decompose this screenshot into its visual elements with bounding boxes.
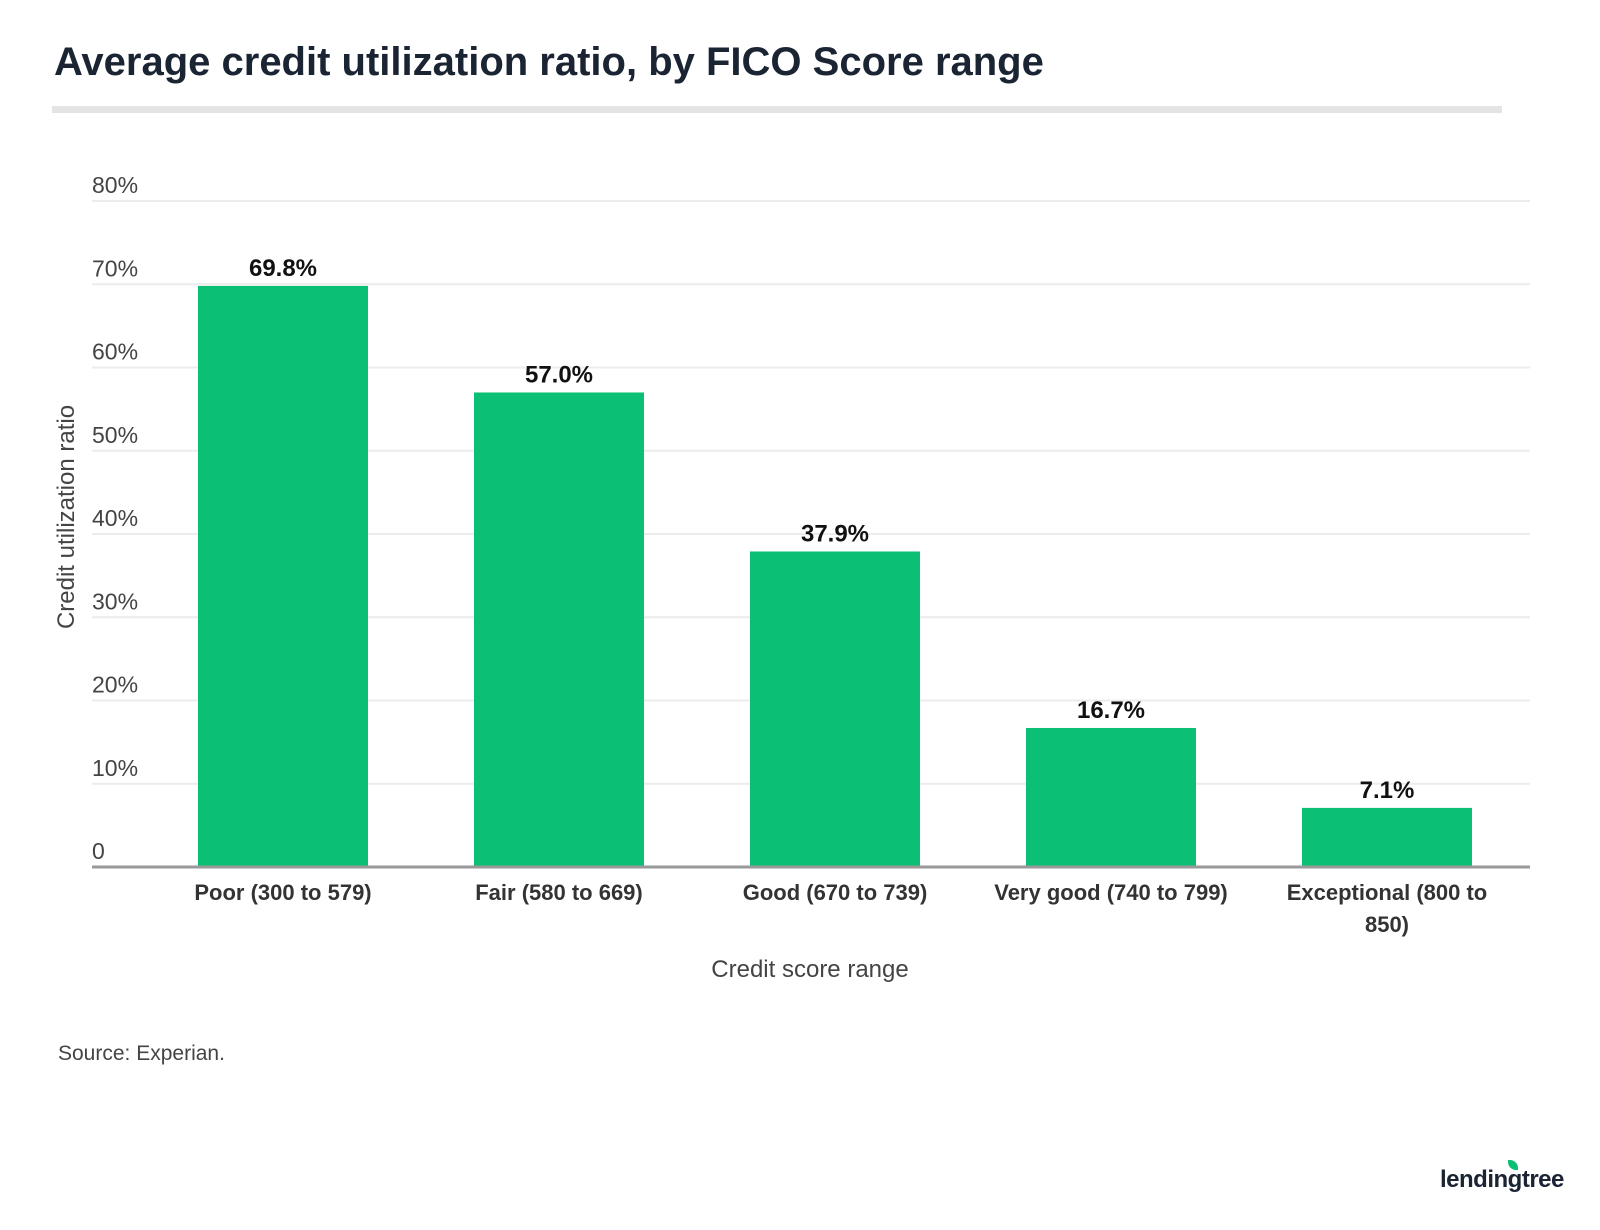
chart-title: Average credit utilization ratio, by FIC… xyxy=(54,40,1044,84)
x-tick-label: Fair (580 to 669) xyxy=(475,880,643,905)
lendingtree-logo: lendingtree xyxy=(1440,1166,1564,1193)
y-axis-title: Credit utilization ratio xyxy=(53,405,80,629)
source-note: Source: Experian. xyxy=(58,1042,225,1065)
data-label: 37.9% xyxy=(801,520,869,547)
y-tick-label: 70% xyxy=(92,255,138,281)
y-tick-label: 40% xyxy=(92,505,138,531)
x-tick-label: Good (670 to 739) xyxy=(743,880,928,905)
x-axis-title: Credit score range xyxy=(711,956,908,983)
x-tick-label: Exceptional (800 to 850) xyxy=(1287,880,1488,937)
bar xyxy=(750,551,920,867)
x-tick-label: Poor (300 to 579) xyxy=(194,880,371,905)
bar xyxy=(1026,727,1196,867)
y-tick-label: 60% xyxy=(92,339,138,365)
data-label: 69.8% xyxy=(249,255,317,282)
y-tick-label: 20% xyxy=(92,672,138,698)
y-tick-label: 0 xyxy=(92,838,105,864)
x-tick-label: Very good (740 to 799) xyxy=(994,880,1228,905)
bar-chart: 0 10% 20% 30% 40% 50% 60% 70% 80% 69.8% Poor (300 … xyxy=(53,172,1530,983)
data-label: 16.7% xyxy=(1077,697,1145,724)
bar xyxy=(198,285,368,867)
y-tick-label: 50% xyxy=(92,422,138,448)
bar xyxy=(474,392,644,867)
y-tick-label: 30% xyxy=(92,588,138,614)
bar xyxy=(1302,807,1472,867)
y-tick-label: 10% xyxy=(92,755,138,781)
leaf-icon xyxy=(1508,1160,1518,1170)
data-label: 57.0% xyxy=(525,361,593,388)
data-label: 7.1% xyxy=(1360,777,1415,804)
title-divider xyxy=(52,106,1502,113)
y-tick-label: 80% xyxy=(92,172,138,198)
